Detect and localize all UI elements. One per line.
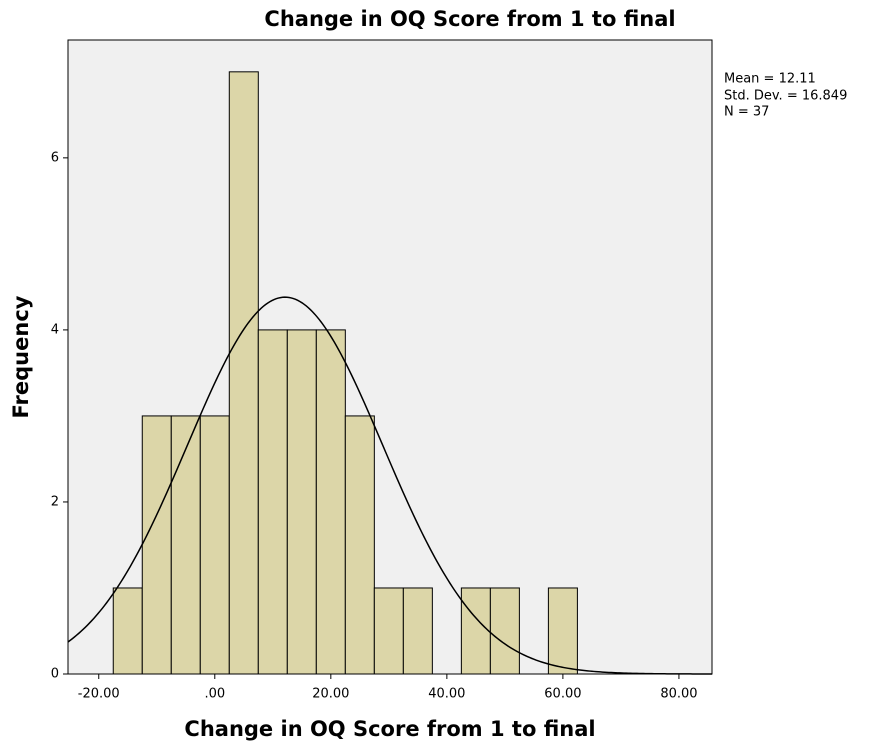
bar	[402, 587, 433, 675]
bar	[257, 329, 288, 675]
y-tick-label: 0	[51, 667, 59, 682]
bar	[315, 329, 346, 675]
x-tick-label: -20.00	[78, 687, 120, 702]
bar	[489, 587, 520, 675]
x-tick-label: 20.00	[312, 687, 349, 702]
bar	[112, 587, 143, 675]
x-tick-label: 80.00	[660, 687, 697, 702]
bar	[286, 329, 317, 675]
bar	[373, 587, 404, 675]
y-tick-label: 2	[51, 494, 59, 509]
bar	[228, 71, 259, 675]
x-tick-label: .00	[204, 687, 225, 702]
bar	[199, 415, 230, 675]
x-tick-label: 60.00	[544, 687, 581, 702]
bar	[141, 415, 172, 675]
bar	[170, 415, 201, 675]
stat-mean: Mean = 12.11	[724, 72, 816, 87]
normal-curve	[67, 296, 712, 675]
y-tick-label: 4	[51, 322, 59, 337]
stat-n: N = 37	[724, 105, 769, 120]
bar	[547, 587, 578, 675]
stat-std-dev: Std. Dev. = 16.849	[724, 89, 847, 104]
chart-title: Change in OQ Score from 1 to final	[264, 7, 675, 31]
y-axis-label: Frequency	[9, 295, 33, 418]
x-axis-label: Change in OQ Score from 1 to final	[184, 717, 595, 741]
x-tick-label: 40.00	[428, 687, 465, 702]
y-tick-label: 6	[51, 150, 59, 165]
bar	[344, 415, 375, 675]
plot-frame	[67, 39, 713, 675]
bar	[460, 587, 491, 675]
